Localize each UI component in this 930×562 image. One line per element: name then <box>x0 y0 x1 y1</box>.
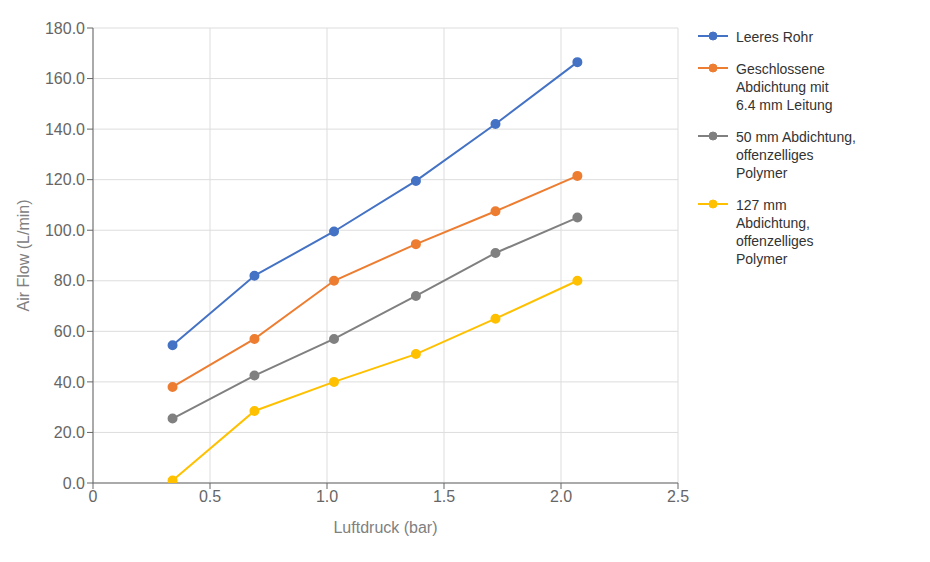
html-text:50 mm Abdichtung, offenzellige: 50 mm Abdichtung, offenzelliges Polymer <box>736 129 856 181</box>
svg-text:100.0: 100.0 <box>45 222 85 239</box>
svg-text:0.5: 0.5 <box>199 488 221 505</box>
html-text:Geschlossene Abdichtung mit 6.: Geschlossene Abdichtung mit 6.4 mm Leitu… <box>736 61 833 113</box>
svg-text:60.0: 60.0 <box>54 323 85 340</box>
svg-text:40.0: 40.0 <box>54 374 85 391</box>
svg-text:0: 0 <box>89 488 98 505</box>
svg-text:80.0: 80.0 <box>54 272 85 289</box>
html-text:127 mm Abdichtung, offenzellig: 127 mm Abdichtung, offenzelliges Polymer <box>736 197 814 267</box>
svg-text:2.5: 2.5 <box>667 488 689 505</box>
svg-text:2.0: 2.0 <box>550 488 572 505</box>
svg-text:120.0: 120.0 <box>45 171 85 188</box>
svg-text:Luftdruck (bar): Luftdruck (bar) <box>333 519 437 536</box>
svg-text:1.0: 1.0 <box>316 488 338 505</box>
svg-text:20.0: 20.0 <box>54 424 85 441</box>
html-text:Leeres Rohr: Leeres Rohr <box>736 29 813 45</box>
svg-text:140.0: 140.0 <box>45 121 85 138</box>
svg-text:0.0: 0.0 <box>63 475 85 492</box>
svg-text:180.0: 180.0 <box>45 20 85 37</box>
svg-text:Air Flow (L/min): Air Flow (L/min) <box>15 199 32 311</box>
svg-text:1.5: 1.5 <box>433 488 455 505</box>
svg-text:160.0: 160.0 <box>45 70 85 87</box>
